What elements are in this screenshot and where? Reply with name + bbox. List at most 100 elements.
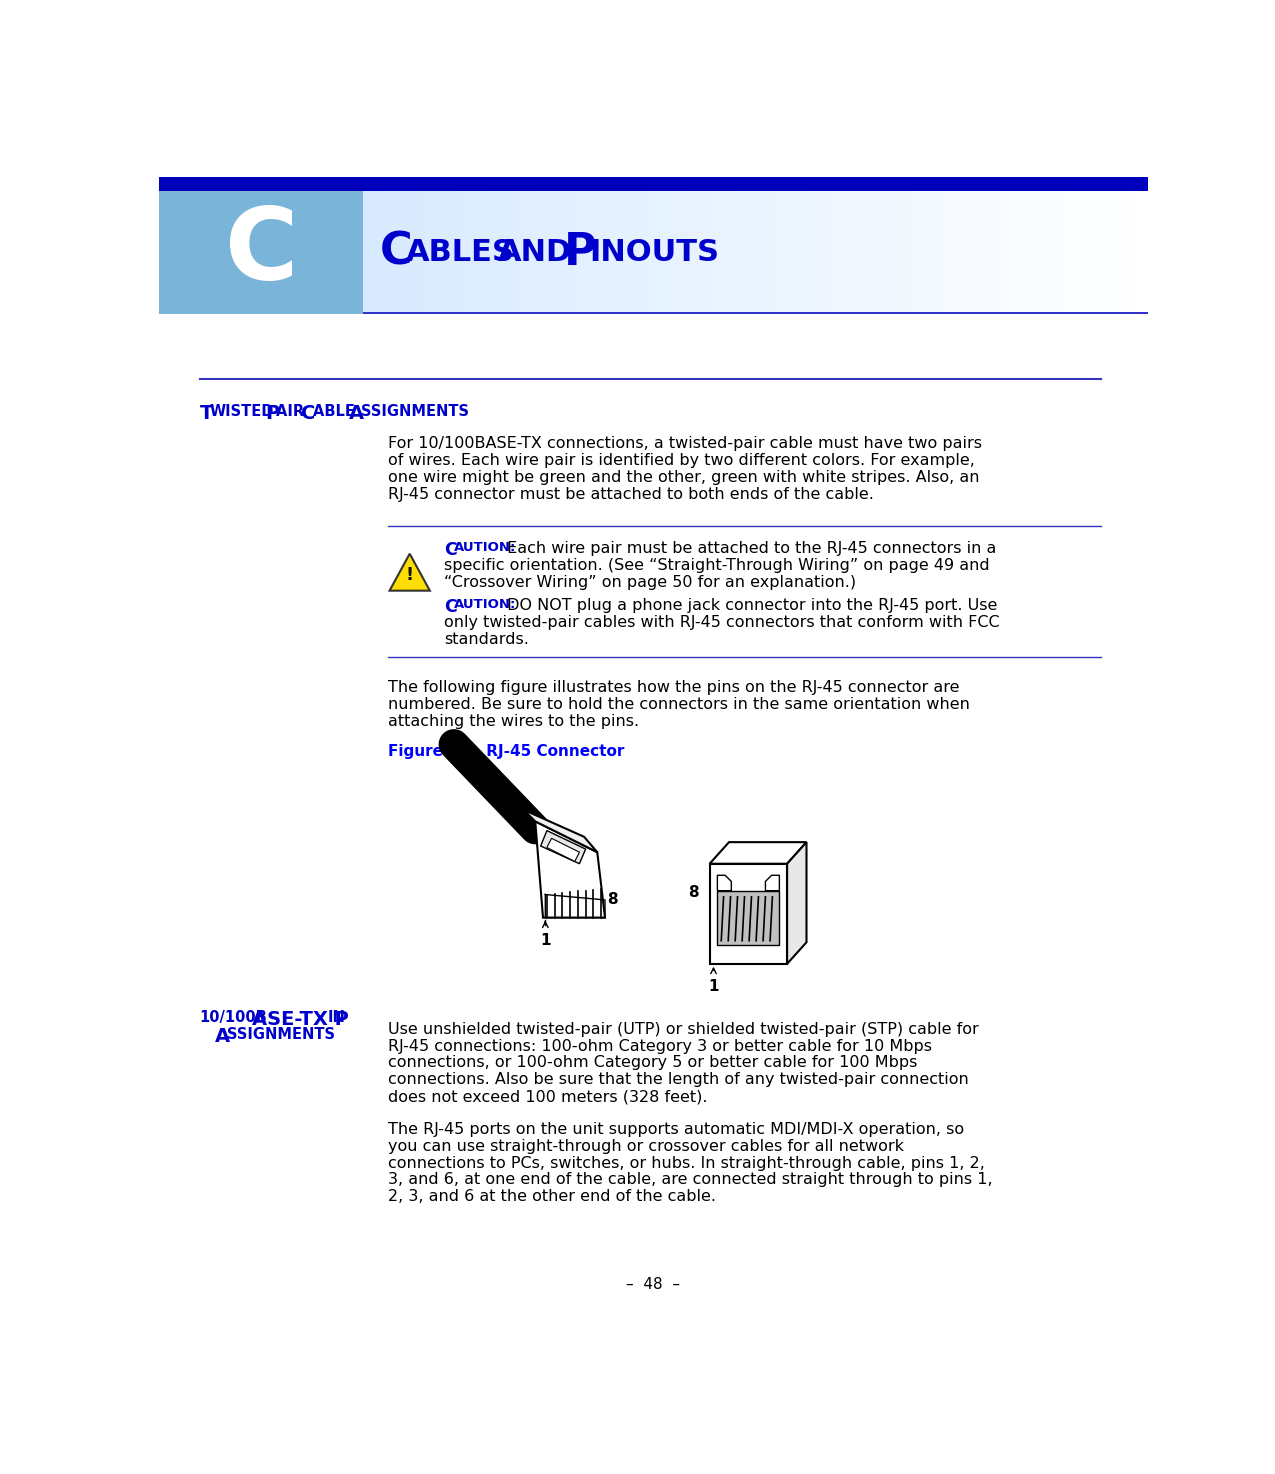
Text: C: C	[380, 231, 413, 274]
Polygon shape	[718, 876, 732, 890]
Bar	[849, 190, 858, 314]
Text: 8: 8	[688, 886, 699, 901]
Text: –  48  –: – 48 –	[626, 1278, 680, 1293]
Text: “Crossover Wiring” on page 50 for an explanation.): “Crossover Wiring” on page 50 for an exp…	[444, 575, 856, 590]
Text: A: A	[215, 1027, 231, 1047]
Text: P: P	[265, 404, 279, 423]
Bar	[1093, 190, 1102, 314]
Text: AND: AND	[499, 237, 572, 267]
Bar	[779, 190, 788, 314]
Bar	[622, 190, 631, 314]
Bar	[1085, 190, 1094, 314]
Bar	[904, 190, 913, 314]
Bar	[834, 190, 843, 314]
Text: P: P	[564, 231, 597, 274]
Bar	[983, 190, 992, 314]
Bar	[928, 190, 937, 314]
Bar	[411, 190, 419, 314]
Text: Each wire pair must be attached to the RJ-45 connectors in a: Each wire pair must be attached to the R…	[502, 541, 996, 556]
Bar	[645, 190, 654, 314]
Bar	[819, 190, 826, 314]
Bar	[607, 190, 615, 314]
Text: SSIGNMENTS: SSIGNMENTS	[227, 1027, 335, 1042]
Bar	[709, 190, 717, 314]
Bar	[944, 190, 952, 314]
Bar	[1053, 190, 1062, 314]
Bar	[662, 190, 669, 314]
Text: one wire might be green and the other, green with white stripes. Also, an: one wire might be green and the other, g…	[388, 470, 979, 485]
Bar	[379, 190, 388, 314]
Bar	[426, 190, 435, 314]
Bar	[394, 190, 403, 314]
Bar	[465, 190, 474, 314]
Polygon shape	[765, 876, 779, 890]
Polygon shape	[541, 831, 585, 864]
Bar	[1140, 190, 1149, 314]
Bar	[536, 190, 544, 314]
Text: The following figure illustrates how the pins on the RJ-45 connector are: The following figure illustrates how the…	[388, 680, 960, 694]
Bar	[371, 190, 380, 314]
Bar	[560, 190, 567, 314]
Bar	[810, 190, 819, 314]
Text: AIR: AIR	[275, 404, 309, 419]
Text: 10/100B: 10/100B	[200, 1010, 268, 1024]
Text: A: A	[349, 404, 365, 423]
Text: Figure 30:  RJ-45 Connector: Figure 30: RJ-45 Connector	[388, 744, 625, 759]
Text: connections. Also be sure that the length of any twisted-pair connection: connections. Also be sure that the lengt…	[388, 1073, 969, 1088]
Bar	[386, 190, 395, 314]
Bar	[959, 190, 968, 314]
Bar	[488, 190, 497, 314]
Polygon shape	[536, 821, 606, 918]
Bar	[583, 190, 592, 314]
Text: you can use straight-through or crossover cables for all network: you can use straight-through or crossove…	[388, 1138, 904, 1154]
Text: INOUTS: INOUTS	[589, 237, 719, 267]
Bar	[764, 190, 771, 314]
Bar	[787, 190, 796, 314]
Bar	[857, 190, 866, 314]
Bar	[771, 190, 779, 314]
Text: WISTED-: WISTED-	[210, 404, 280, 419]
Bar	[936, 190, 945, 314]
Bar	[598, 190, 607, 314]
Text: AUTION:: AUTION:	[454, 598, 516, 612]
Bar	[1023, 190, 1030, 314]
Text: connections to PCs, switches, or hubs. In straight-through cable, pins 1, 2,: connections to PCs, switches, or hubs. I…	[388, 1156, 984, 1170]
Bar	[998, 190, 1007, 314]
Bar	[755, 190, 764, 314]
Bar	[921, 190, 928, 314]
Bar	[434, 190, 442, 314]
Bar	[1030, 190, 1038, 314]
Bar	[159, 177, 1148, 190]
Bar	[873, 190, 881, 314]
Bar	[912, 190, 921, 314]
Text: only twisted-pair cables with RJ-45 connectors that conform with FCC: only twisted-pair cables with RJ-45 conn…	[444, 615, 1000, 629]
Text: Use unshielded twisted-pair (UTP) or shielded twisted-pair (STP) cable for: Use unshielded twisted-pair (UTP) or shi…	[388, 1021, 979, 1036]
Bar	[718, 890, 779, 945]
Text: specific orientation. (See “Straight-Through Wiring” on page 49 and: specific orientation. (See “Straight-Thr…	[444, 559, 989, 573]
Bar	[441, 190, 450, 314]
Bar	[543, 190, 552, 314]
Text: 1: 1	[708, 979, 719, 995]
Bar	[1132, 190, 1140, 314]
Text: IN: IN	[328, 1010, 346, 1024]
Polygon shape	[390, 554, 430, 591]
Bar	[1125, 190, 1132, 314]
Bar	[1068, 190, 1077, 314]
Text: C: C	[444, 598, 456, 616]
Bar	[481, 190, 490, 314]
Bar	[842, 190, 850, 314]
Text: SSIGNMENTS: SSIGNMENTS	[361, 404, 469, 419]
Text: C: C	[224, 203, 298, 301]
Bar	[1100, 190, 1109, 314]
Text: AUTION:: AUTION:	[454, 541, 516, 554]
Bar	[403, 190, 411, 314]
Text: 2, 3, and 6 at the other end of the cable.: 2, 3, and 6 at the other end of the cabl…	[388, 1190, 717, 1204]
Bar	[677, 190, 686, 314]
Bar	[496, 190, 505, 314]
Bar	[418, 190, 427, 314]
Bar	[975, 190, 983, 314]
Bar	[991, 190, 1000, 314]
Bar	[638, 190, 646, 314]
Bar	[1061, 190, 1070, 314]
Text: T: T	[200, 404, 213, 423]
